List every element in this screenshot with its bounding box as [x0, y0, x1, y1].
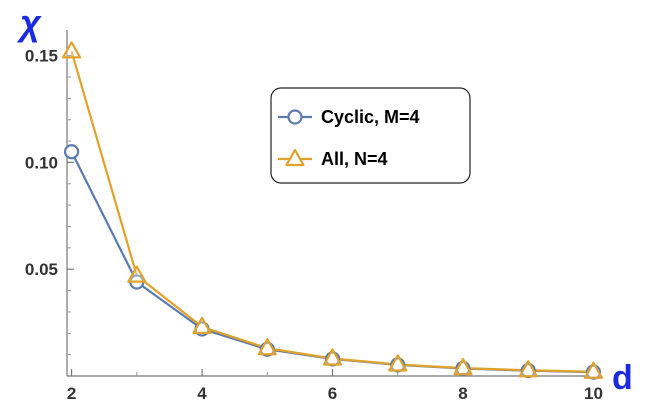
y-tick-label: 0.15: [25, 47, 58, 66]
x-axis-title: d: [612, 359, 633, 397]
legend-box: [270, 87, 471, 184]
data-point-all: [322, 348, 343, 366]
data-point-all: [61, 41, 82, 59]
data-point-all: [388, 354, 408, 372]
legend-circle-marker-icon: [287, 109, 303, 125]
legend-triangle-marker-icon: [285, 148, 305, 167]
series-line-cyclic: [70, 151, 594, 374]
legend-label-cyclic: Cyclic, M=4: [321, 107, 420, 127]
data-point-all: [453, 358, 473, 376]
ticks: 2 4 6 8 10 0.05 0.10 0.15: [25, 47, 603, 403]
y-axis-title: χ: [16, 2, 42, 43]
x-tick-label: 10: [584, 384, 603, 403]
axes: [66, 30, 600, 377]
y-tick-label: 0.05: [25, 260, 58, 279]
data-point-all: [127, 265, 147, 283]
y-tick-label: 0.10: [25, 153, 58, 172]
legend: Cyclic, M=4 All, N=4: [270, 87, 471, 184]
x-tick-label: 4: [197, 384, 207, 403]
x-tick-label: 6: [328, 384, 337, 403]
data-point-cyclic: [63, 144, 80, 160]
data-point-all: [518, 360, 538, 378]
data-point-all: [583, 361, 604, 379]
data-point-all: [192, 316, 212, 334]
x-tick-label: 2: [67, 384, 76, 403]
legend-item-cyclic: Cyclic, M=4: [278, 107, 420, 127]
legend-item-all: All, N=4: [278, 148, 388, 169]
series-markers: [61, 41, 604, 380]
legend-label-all: All, N=4: [321, 149, 388, 169]
x-tick-label: 8: [458, 384, 467, 403]
data-point-all: [257, 338, 277, 356]
